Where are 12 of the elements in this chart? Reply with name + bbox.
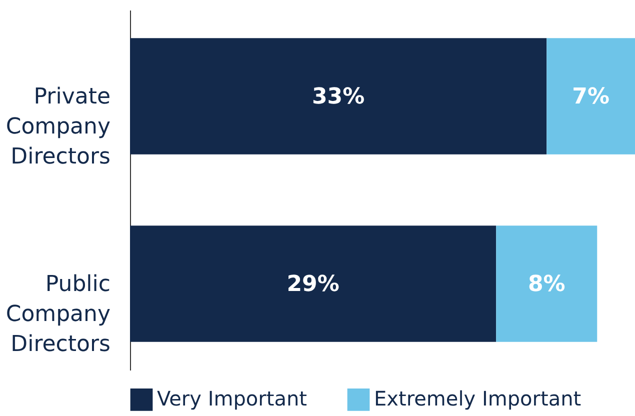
legend-label: Very Important — [157, 386, 308, 411]
data-label: 8% — [528, 272, 566, 297]
bar — [496, 226, 598, 342]
data-label: 29% — [286, 272, 340, 297]
y-tick-label: Private Company Directors — [6, 84, 110, 170]
legend-label: Extremely Important — [374, 386, 582, 411]
bar — [130, 226, 496, 342]
bar — [130, 38, 547, 154]
bar — [546, 38, 635, 154]
data-label: 33% — [312, 84, 365, 110]
data-label: 7% — [572, 84, 610, 110]
y-tick-label: Public Company Directors — [6, 272, 110, 357]
